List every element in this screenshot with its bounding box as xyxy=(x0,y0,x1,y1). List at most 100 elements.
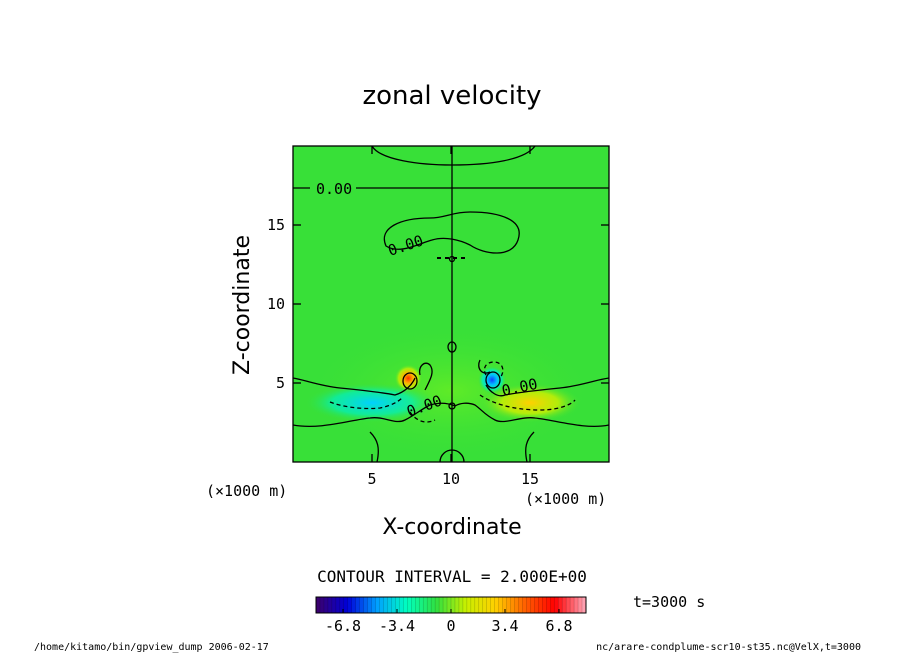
colorbar-tick-label: -6.8 xyxy=(325,617,361,635)
colorbar-cell xyxy=(391,597,396,613)
colorbar-cell xyxy=(447,597,452,613)
positive-velocity-band xyxy=(478,382,582,423)
heatmap-halo xyxy=(301,320,601,461)
colorbar-cell xyxy=(510,597,515,613)
colorbar-cell xyxy=(355,597,361,613)
colorbar-cell xyxy=(582,597,587,613)
x-tick-label: 5 xyxy=(367,470,376,488)
colorbar-cell xyxy=(490,597,496,613)
colorbar-cell xyxy=(526,597,531,613)
colorbar-cell xyxy=(486,597,492,613)
colorbar-cell xyxy=(502,597,507,613)
colorbar-cell xyxy=(319,597,325,613)
colorbar-cell xyxy=(387,597,392,613)
colorbar-cell xyxy=(419,597,424,613)
colorbar-cell xyxy=(574,597,579,613)
colorbar-cell xyxy=(518,597,523,613)
colorbar-cell xyxy=(478,597,484,613)
colorbar-cell xyxy=(331,597,337,613)
x-axis-title: X-coordinate xyxy=(382,515,521,540)
colorbar-cell xyxy=(570,597,575,613)
colorbar xyxy=(316,597,587,613)
colorbar-cell xyxy=(454,597,460,613)
contour-label: 0.00 xyxy=(316,180,352,198)
x-axis: 5 10 15 xyxy=(367,146,539,488)
time-label: t=3000 s xyxy=(633,593,705,611)
colorbar-cell xyxy=(339,597,345,613)
colorbar-cell xyxy=(359,597,365,613)
colorbar-cell xyxy=(379,597,384,613)
colorbar-tick-label: 3.4 xyxy=(491,617,518,635)
colorbar-cell xyxy=(550,597,555,613)
plot-area xyxy=(293,146,609,462)
y-tick-label: 10 xyxy=(267,295,285,313)
colorbar-cell xyxy=(423,597,428,613)
colorbar-cell xyxy=(458,597,464,613)
colorbar-cell xyxy=(470,597,476,613)
x-tick-label: 10 xyxy=(442,470,460,488)
negative-velocity-band xyxy=(304,382,440,423)
colorbar-tick-label: 6.8 xyxy=(545,617,572,635)
colorbar-cell xyxy=(451,597,456,613)
contour-interval-label: CONTOUR INTERVAL = 2.000E+00 xyxy=(317,567,587,586)
heatmap-features xyxy=(301,320,601,461)
colorbar-cell xyxy=(347,597,353,613)
center-marker-lower xyxy=(448,402,456,410)
y-unit-label: (×1000 m) xyxy=(206,482,287,500)
colorbar-cell xyxy=(498,597,504,613)
y-axis: 5 10 15 xyxy=(267,216,609,392)
colorbar-cell xyxy=(466,597,472,613)
colorbar-cell xyxy=(411,597,416,613)
footer-left: /home/kitamo/bin/gpview_dump 2006-02-17 xyxy=(34,642,269,653)
footer-right: nc/arare-condplume-scr10-st35.nc@VelX,t=… xyxy=(596,642,861,653)
colorbar-cell xyxy=(383,597,388,613)
colorbar-cell xyxy=(367,597,372,613)
colorbar-cell xyxy=(554,597,559,613)
colorbar-tick-label: 0 xyxy=(446,617,455,635)
colorbar-cell xyxy=(415,597,420,613)
colorbar-cell xyxy=(562,597,567,613)
colorbar-cell xyxy=(327,597,333,613)
colorbar-cell xyxy=(335,597,341,613)
colorbar-cell xyxy=(375,597,380,613)
colorbar-cell xyxy=(323,597,329,613)
colorbar-cell xyxy=(403,597,408,613)
colorbar-cell xyxy=(435,597,440,613)
colorbar-ticks: -6.8 -3.4 0 3.4 6.8 xyxy=(325,609,573,635)
colorbar-cell xyxy=(343,597,349,613)
colorbar-cell xyxy=(506,597,511,613)
colorbar-cell xyxy=(566,597,571,613)
colorbar-cell xyxy=(514,597,519,613)
colorbar-cell xyxy=(474,597,480,613)
x-unit-label: (×1000 m) xyxy=(525,490,606,508)
colorbar-cell xyxy=(542,597,547,613)
colorbar-cell xyxy=(395,597,400,613)
colorbar-cell xyxy=(578,597,583,613)
y-tick-label: 15 xyxy=(267,216,285,234)
colorbar-cell xyxy=(431,597,436,613)
y-axis-title: Z-coordinate xyxy=(230,235,255,375)
colorbar-cell xyxy=(371,597,376,613)
colorbar-cell xyxy=(443,597,448,613)
colorbar-tick-label: -3.4 xyxy=(379,617,415,635)
colorbar-cell xyxy=(462,597,468,613)
colorbar-cell xyxy=(427,597,432,613)
colorbar-cell xyxy=(363,597,369,613)
colorbar-cell xyxy=(482,597,488,613)
chart-title: zonal velocity xyxy=(362,81,541,111)
colorbar-cell xyxy=(538,597,543,613)
y-tick-label: 5 xyxy=(276,374,285,392)
x-tick-label: 15 xyxy=(521,470,539,488)
colorbar-cell xyxy=(546,597,551,613)
colorbar-cell xyxy=(316,597,321,613)
center-marker xyxy=(448,255,456,263)
colorbar-cell xyxy=(530,597,535,613)
colorbar-cell xyxy=(534,597,539,613)
colorbar-cell xyxy=(407,597,412,613)
colorbar-cell xyxy=(522,597,527,613)
colorbar-cell xyxy=(439,597,444,613)
colorbar-cell xyxy=(494,597,500,613)
colorbar-cell xyxy=(558,597,563,613)
colorbar-cell xyxy=(351,597,357,613)
